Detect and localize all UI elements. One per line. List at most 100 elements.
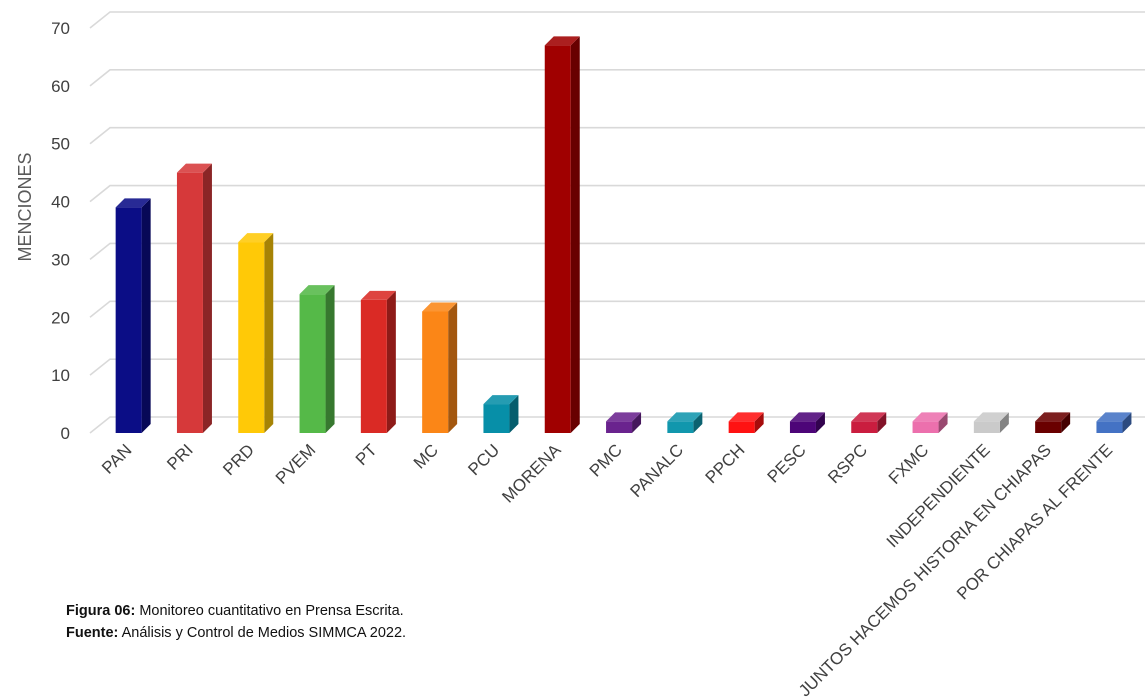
- x-tick-label: PANALC: [627, 440, 688, 501]
- source-caption: Fuente: Análisis y Control de Medios SIM…: [66, 625, 406, 641]
- bar: [483, 395, 519, 433]
- x-tick-label: PMC: [586, 440, 626, 480]
- gridline: [89, 358, 1145, 376]
- bar: [422, 302, 458, 433]
- bar-top: [360, 290, 396, 300]
- bar-side: [938, 412, 948, 433]
- bar-front: [360, 299, 387, 433]
- bar-front: [1096, 421, 1123, 433]
- bar-front: [1035, 421, 1062, 433]
- gridline: [89, 184, 1145, 203]
- bar-top: [728, 412, 764, 422]
- bar-front: [176, 172, 203, 433]
- bar-side: [1122, 412, 1132, 433]
- bar-top: [238, 233, 274, 243]
- gridline: [89, 300, 1145, 318]
- x-tick-label: INDEPENDIENTE: [883, 440, 994, 551]
- y-tick-label: 0: [61, 424, 70, 443]
- bar-side: [754, 412, 764, 433]
- source-text: Análisis y Control de Medios SIMMCA 2022…: [118, 625, 407, 641]
- bar-top: [667, 412, 703, 422]
- bar-side: [570, 36, 580, 433]
- bar-front: [606, 421, 633, 433]
- bar-top: [299, 285, 335, 295]
- bar-side: [141, 198, 151, 433]
- bar: [238, 233, 274, 433]
- bar-side: [448, 302, 458, 433]
- bars: [115, 36, 1132, 433]
- bar-side: [386, 290, 396, 433]
- bar: [360, 290, 396, 433]
- x-tick-label: PPCH: [702, 440, 749, 487]
- x-tick-label: RSPC: [824, 440, 871, 487]
- bar: [1035, 412, 1071, 433]
- bar-front: [728, 421, 755, 433]
- bar-side: [632, 412, 642, 433]
- y-axis-ticks: 0 10 20 30 40 50 60 70: [51, 19, 70, 443]
- bar: [176, 163, 212, 433]
- x-tick-label: MORENA: [498, 440, 565, 507]
- bar-front: [483, 404, 510, 433]
- bar-side: [999, 412, 1009, 433]
- x-tick-label: PESC: [764, 440, 810, 486]
- gridline: [89, 242, 1145, 261]
- bar: [667, 412, 703, 433]
- gridline: [89, 11, 1145, 29]
- y-tick-label: 10: [51, 366, 70, 385]
- bar-front: [851, 421, 878, 433]
- x-tick-label: PVEM: [272, 440, 320, 488]
- y-tick-label: 20: [51, 308, 70, 327]
- bar-top: [115, 198, 151, 208]
- bar-front: [115, 207, 142, 433]
- bar: [606, 412, 642, 433]
- bar-top: [483, 395, 519, 405]
- y-tick-label: 30: [51, 250, 70, 269]
- bar-front: [238, 242, 265, 433]
- bar: [973, 412, 1009, 433]
- figure-label: Figura 06:: [66, 603, 136, 619]
- figure-caption: Figura 06: Monitoreo cuantitativo en Pre…: [66, 603, 404, 619]
- bar-top: [1096, 412, 1132, 422]
- bar: [1096, 412, 1132, 433]
- figure-text: Monitoreo cuantitativo en Prensa Escrita…: [135, 603, 404, 619]
- x-tick-label: PRD: [219, 440, 258, 479]
- bar-side: [264, 233, 274, 433]
- bar-top: [912, 412, 948, 422]
- bar-top: [851, 412, 887, 422]
- gridlines: [89, 11, 1145, 434]
- bar-front: [667, 421, 694, 433]
- y-tick-label: 70: [51, 19, 70, 38]
- bar-top: [176, 163, 212, 173]
- bar-side: [877, 412, 887, 433]
- bar: [728, 412, 764, 433]
- bar-side: [815, 412, 825, 433]
- bar-front: [422, 311, 449, 433]
- bar-top: [606, 412, 642, 422]
- bar-top: [973, 412, 1009, 422]
- x-tick-label: PAN: [98, 440, 135, 477]
- bar-top: [1035, 412, 1071, 422]
- bar: [115, 198, 151, 433]
- bar-side: [693, 412, 703, 433]
- bar-top: [422, 302, 458, 312]
- gridline: [89, 126, 1145, 145]
- bar-top: [544, 36, 580, 46]
- bar-front: [544, 45, 571, 433]
- x-tick-label: PRI: [163, 440, 196, 473]
- bar-front: [973, 421, 1000, 433]
- bar-front: [299, 294, 326, 433]
- x-tick-label: PT: [352, 440, 381, 469]
- bar-side: [1061, 412, 1071, 433]
- bar: [299, 285, 335, 433]
- bar-side: [202, 163, 212, 433]
- bar-front: [912, 421, 939, 433]
- bar: [912, 412, 948, 433]
- bar: [544, 36, 580, 433]
- bar-side: [325, 285, 335, 433]
- bar-side: [509, 395, 519, 433]
- y-axis-label: MENCIONES: [15, 152, 35, 261]
- bar-front: [789, 421, 816, 433]
- bar: [789, 412, 825, 433]
